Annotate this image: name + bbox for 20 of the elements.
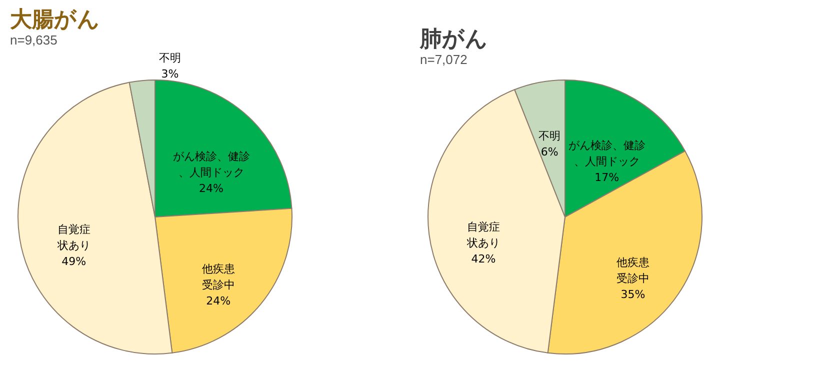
chart-title: 肺がん [419,27,488,52]
slice-label: 自覚症状あり [466,220,500,250]
slice-label: 自覚症状あり [56,222,90,252]
data-label: 42% [471,252,496,266]
chart-title: 大腸がん [10,8,100,33]
slice-label: 他疾患受診中 [616,256,650,286]
slice-label: がん検診、健診、人間ドック [568,139,646,168]
data-label: 49% [62,254,86,268]
data-label: 24% [199,182,224,196]
data-label: 3% [161,68,179,81]
data-label: 6% [540,145,558,158]
data-label: 35% [620,288,646,302]
data-label: 17% [594,171,620,184]
chart-subtitle: n=9,635 [10,32,58,48]
chart-subtitle: n=7,072 [420,52,468,67]
slice-label: 他疾患受診中 [202,262,235,292]
slice-label: 不明 [538,129,561,142]
slice-label: がん検診、健診、人間ドック [172,150,250,180]
slice-label: 不明 [158,52,181,65]
data-label: 24% [206,294,231,308]
